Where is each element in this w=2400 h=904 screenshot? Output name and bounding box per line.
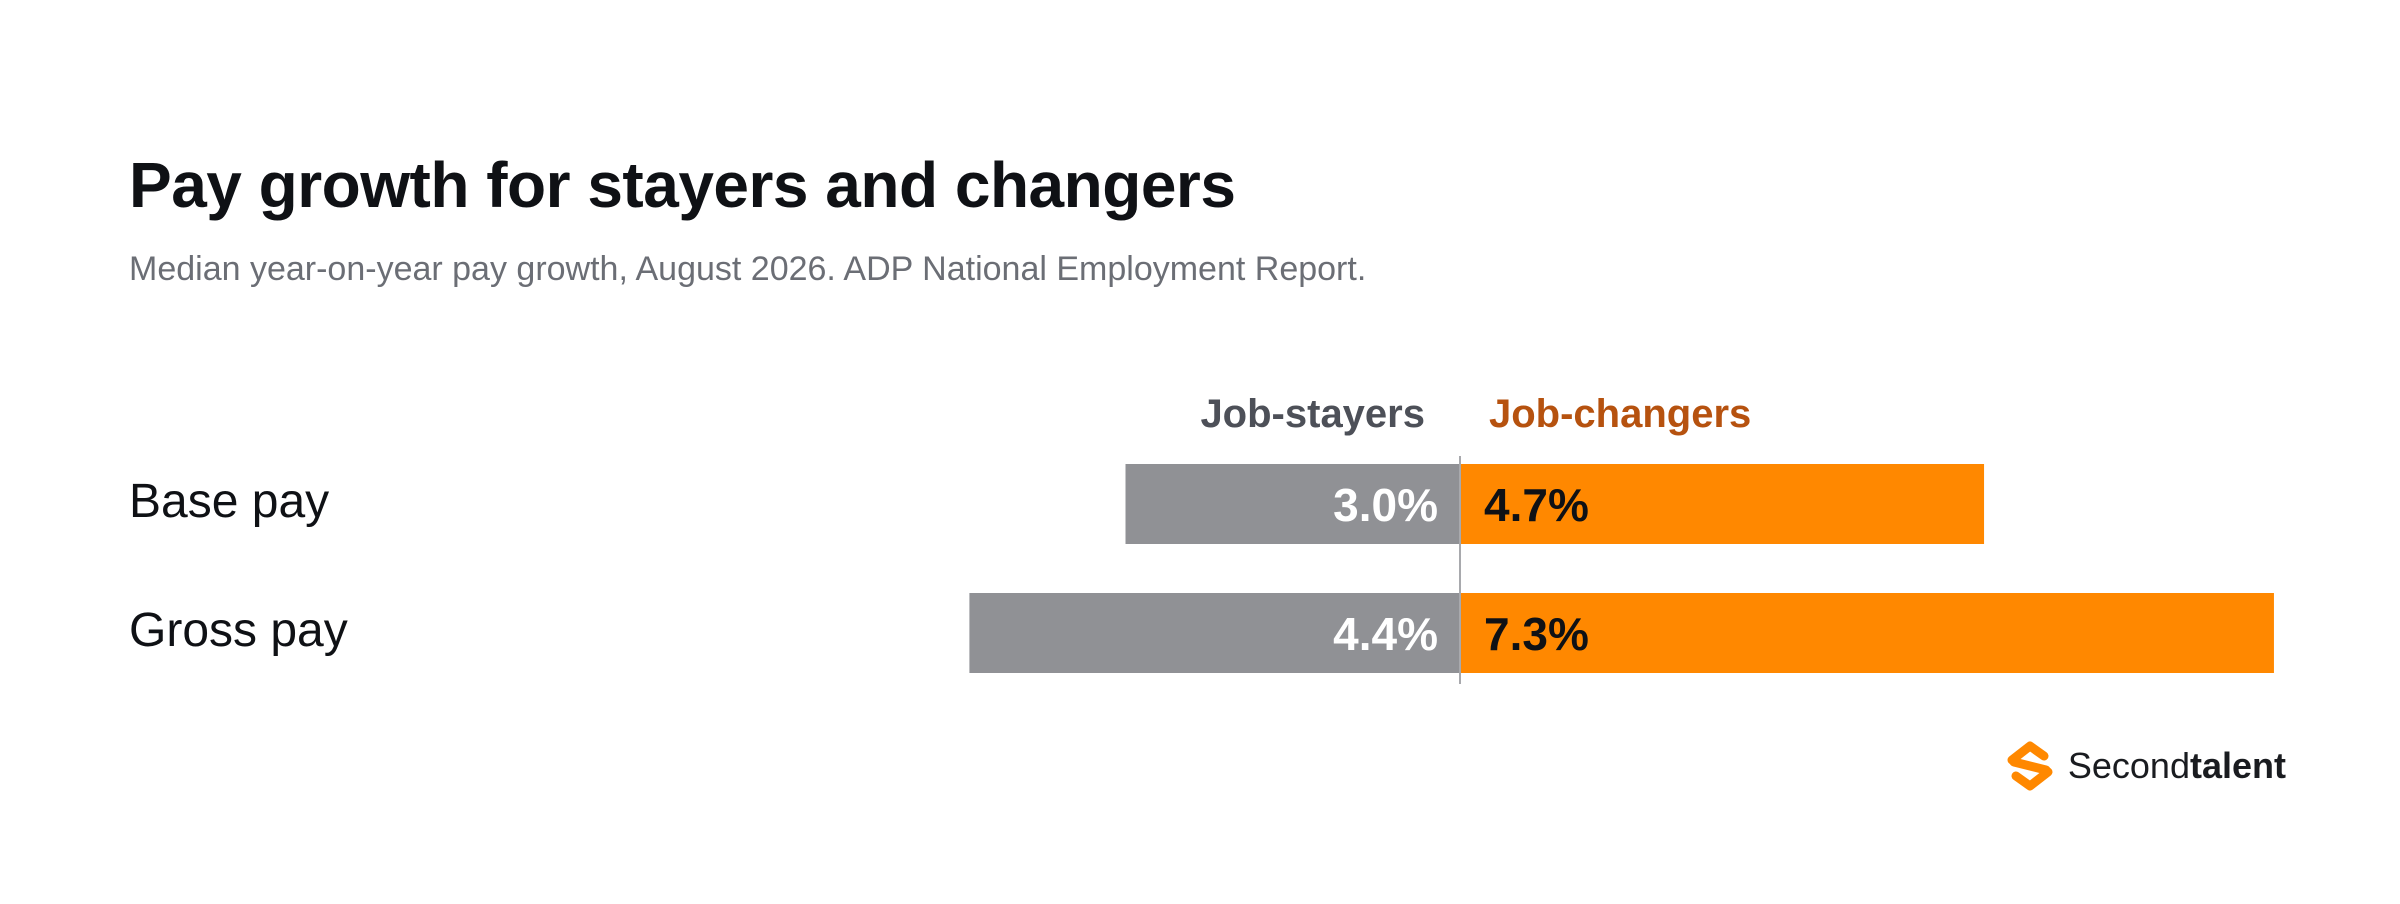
brand-name: Secondtalent bbox=[2067, 745, 2286, 786]
data-label-job-stayers-gross-pay: 4.4% bbox=[1333, 608, 1438, 660]
brand-logo: Secondtalent bbox=[2004, 740, 2286, 792]
data-label-job-changers-base-pay: 4.7% bbox=[1484, 479, 1589, 531]
category-label-base-pay: Base pay bbox=[129, 475, 330, 528]
legend-job-changers: Job-changers bbox=[1489, 392, 1752, 436]
bar-job-changers-base-pay bbox=[1460, 464, 1985, 544]
chart-title: Pay growth for stayers and changers bbox=[129, 149, 1236, 221]
legend-job-stayers: Job-stayers bbox=[1200, 392, 1425, 436]
bar-job-changers-gross-pay bbox=[1460, 593, 2274, 673]
data-label-job-stayers-base-pay: 3.0% bbox=[1333, 479, 1438, 531]
chart-subtitle: Median year-on-year pay growth, August 2… bbox=[129, 250, 1367, 288]
category-label-gross-pay: Gross pay bbox=[129, 604, 348, 657]
data-label-job-changers-gross-pay: 7.3% bbox=[1484, 608, 1589, 660]
bar-job-stayers-gross-pay bbox=[969, 593, 1460, 673]
secondtalent-s-logo-icon bbox=[2007, 741, 2053, 791]
bar-job-stayers-base-pay bbox=[1125, 464, 1460, 544]
